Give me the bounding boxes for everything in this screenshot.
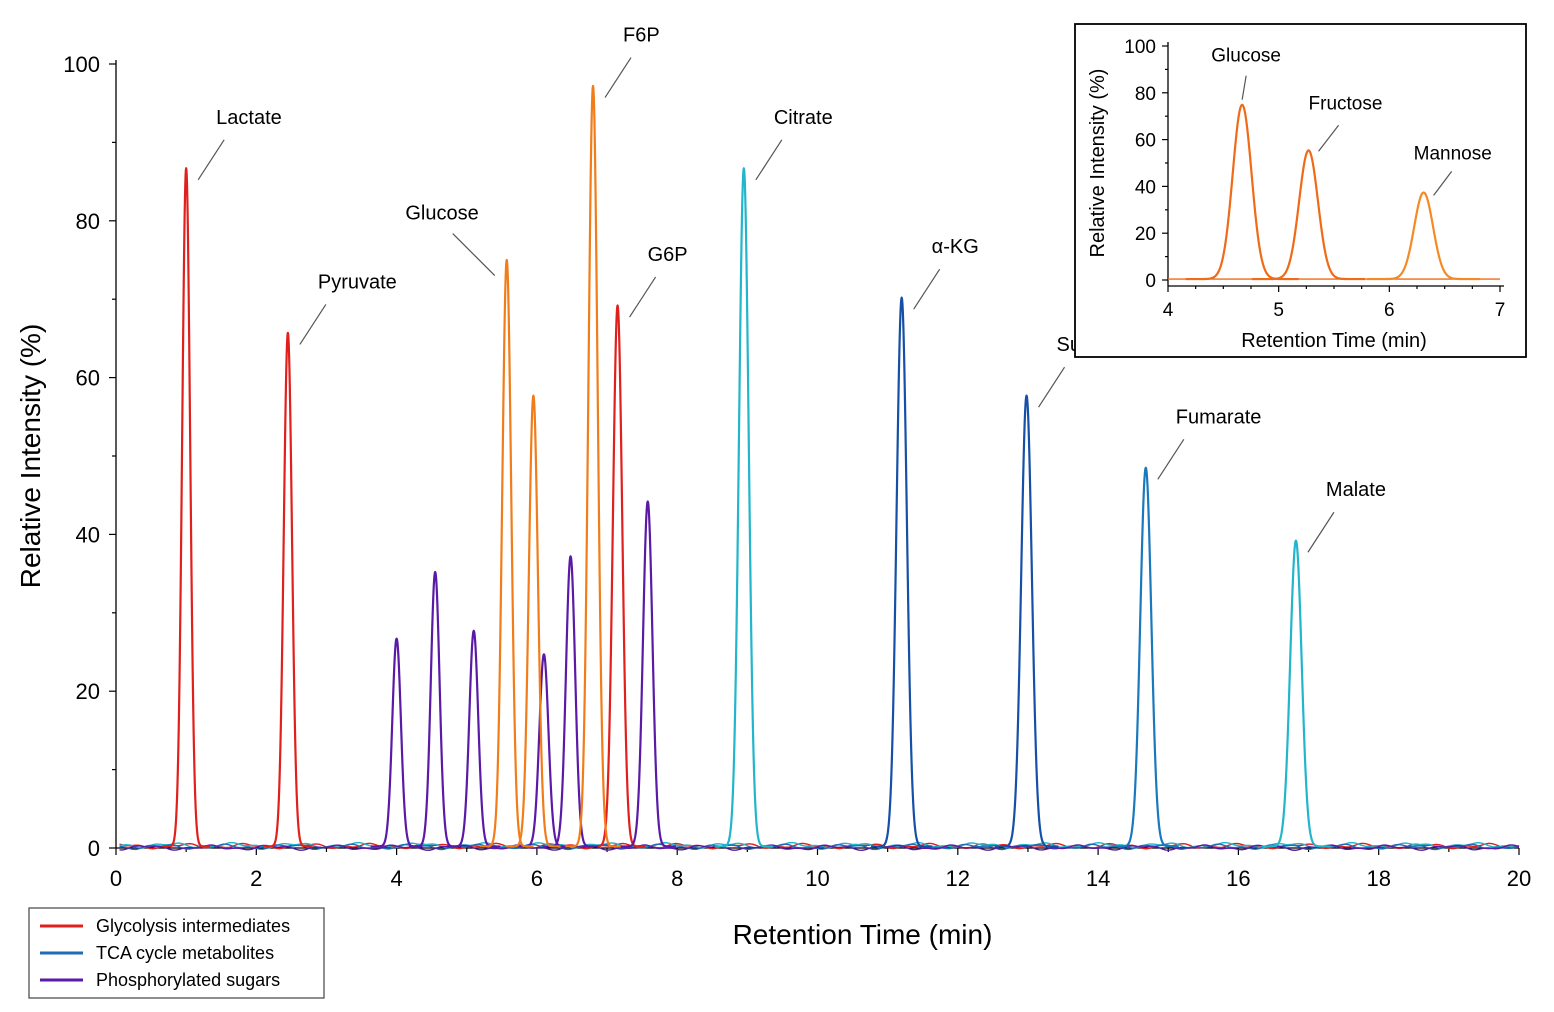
peak-g6p: [588, 304, 647, 848]
x-tick-label: 14: [1086, 866, 1110, 891]
inset-y-axis-title: Relative Intensity (%): [1087, 69, 1109, 258]
legend-label-glycolysis-intermediates: Glycolysis intermediates: [96, 916, 290, 936]
peak-label-malate: Malate: [1326, 479, 1386, 501]
peak-label-pyruvate: Pyruvate: [318, 271, 397, 293]
x-tick-label: 0: [110, 866, 122, 891]
leader-glucose: [452, 233, 496, 276]
peak-fumarate: [1112, 466, 1180, 848]
inset-peak-label-glucose: Glucose: [1211, 46, 1281, 67]
inset-y-tick-label: 100: [1124, 37, 1156, 58]
peak-label-citrate: Citrate: [774, 107, 833, 129]
peak-malate: [1260, 539, 1332, 848]
inset-x-tick-label: 7: [1495, 300, 1506, 321]
inset-leader-glucose: [1241, 75, 1247, 100]
y-tick-label: 0: [88, 836, 100, 861]
peak-lactate: [161, 167, 211, 848]
peak-label-lactate: Lactate: [216, 107, 282, 129]
leader-g6p: [629, 276, 657, 318]
peak-glucose: [479, 258, 535, 848]
legend-label-tca-cycle-metabolites: TCA cycle metabolites: [96, 943, 274, 963]
inset-y-tick-label: 60: [1135, 131, 1156, 152]
peak-series3-6: [618, 500, 677, 848]
leader-kg: [913, 268, 941, 310]
inset-leader-fructose: [1318, 124, 1340, 152]
peak-citrate: [713, 167, 774, 848]
peak-f6p: [564, 84, 622, 848]
legend: Glycolysis intermediates TCA cycle metabo…: [28, 907, 325, 999]
peak-series3-3: [446, 629, 502, 848]
x-tick-label: 10: [805, 866, 829, 891]
inset-x-tick-label: 6: [1384, 300, 1395, 321]
x-tick-label: 8: [671, 866, 683, 891]
y-tick-label: 20: [76, 679, 100, 704]
leader-succinate: [1038, 366, 1066, 408]
baseline-trace-4: [119, 844, 1520, 852]
peak-pyruvate: [262, 331, 314, 848]
inset-leader-mannose: [1433, 171, 1453, 196]
baseline-trace-3: [119, 843, 1520, 851]
y-tick-label: 80: [76, 209, 100, 234]
x-tick-label: 6: [531, 866, 543, 891]
x-tick-label: 2: [250, 866, 262, 891]
peak-label-g6p: G6P: [648, 244, 688, 266]
x-tick-label: 12: [946, 866, 970, 891]
peak-label-kg: α-KG: [932, 236, 979, 258]
x-axis-title: Retention Time (min): [733, 919, 993, 950]
inset-y-tick-label: 20: [1135, 224, 1156, 245]
x-tick-label: 20: [1507, 866, 1531, 891]
leader-lactate: [197, 139, 225, 181]
x-tick-label: 4: [390, 866, 402, 891]
legend-label-phosphorylated-sugars: Phosphorylated sugars: [96, 970, 280, 990]
inset-x-tick-label: 4: [1163, 300, 1174, 321]
y-tick-label: 40: [76, 522, 100, 547]
y-axis-title: Relative Intensity (%): [15, 324, 46, 589]
inset-y-tick-label: 0: [1145, 271, 1156, 292]
y-tick-label: 60: [76, 366, 100, 391]
inset-peak-label-mannose: Mannose: [1414, 143, 1492, 164]
leader-malate: [1307, 511, 1335, 553]
inset-x-tick-label: 5: [1273, 300, 1284, 321]
leader-f6p: [604, 57, 632, 98]
x-tick-label: 16: [1226, 866, 1250, 891]
inset-chromatogram: 4 5 6 7 0 20 40 60 80 100 Retention Time (min) Rela…: [1074, 23, 1527, 358]
x-tick-label: 18: [1366, 866, 1390, 891]
peak-series3-1: [369, 637, 424, 848]
inset-y-tick-label: 80: [1135, 84, 1156, 105]
peak-series3-2: [408, 570, 463, 848]
peak-kg: [870, 296, 934, 848]
inset-peak-mannose: [1366, 191, 1481, 281]
inset-peak-fructose: [1251, 149, 1366, 281]
peak-succinate: [993, 394, 1060, 848]
peak-label-glucose: Glucose: [405, 203, 478, 225]
peak-label-fumarate: Fumarate: [1176, 406, 1262, 428]
peak-series4-2: [505, 394, 562, 848]
leader-fumarate: [1157, 439, 1185, 480]
y-tick-label: 100: [63, 52, 100, 77]
inset-y-tick-label: 40: [1135, 177, 1156, 198]
inset-peak-label-fructose: Fructose: [1309, 93, 1383, 114]
peak-label-f6p: F6P: [623, 25, 660, 47]
leader-pyruvate: [299, 304, 327, 345]
leader-citrate: [755, 139, 783, 181]
inset-x-axis-title: Retention Time (min): [1241, 330, 1427, 352]
